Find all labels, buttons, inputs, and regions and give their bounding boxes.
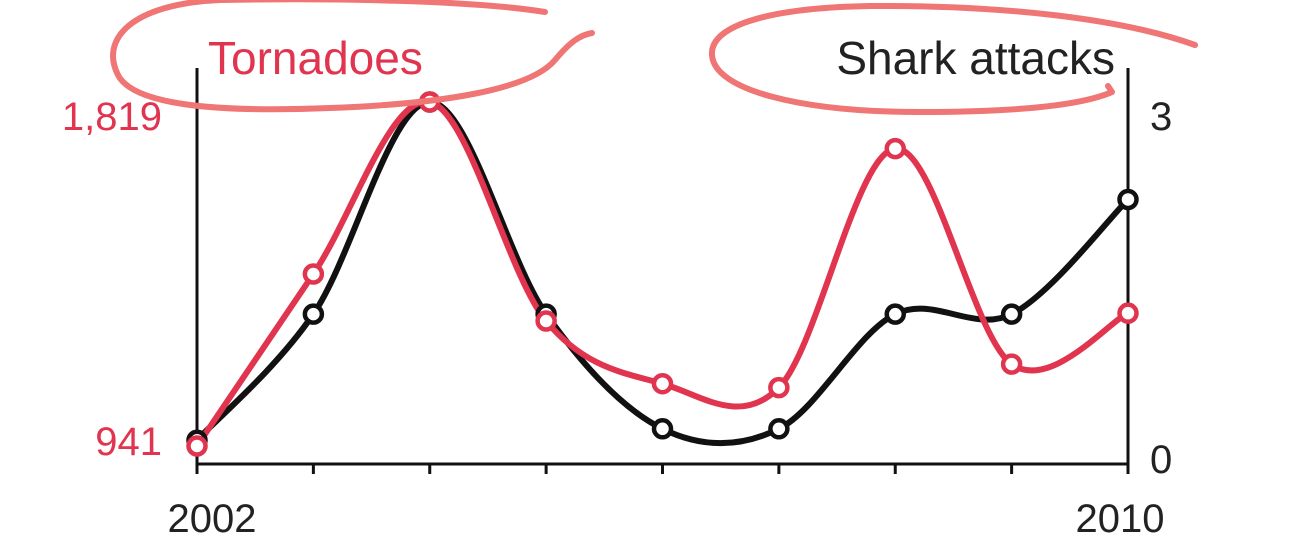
- data-point-shark-attacks-2009: [1000, 303, 1023, 325]
- data-point-tornadoes-2009: [1000, 353, 1023, 375]
- left-axis-tick-label-min: 941: [95, 420, 162, 464]
- data-point-shark-attacks-2006: [651, 418, 674, 440]
- data-point-shark-attacks-2007: [768, 418, 790, 440]
- left-axis-tick-label-max: 1,819: [62, 95, 162, 139]
- x-axis-tick-label-last: 2010: [1076, 497, 1165, 538]
- x-axis-ticks: [195, 464, 1130, 474]
- x-axis-tick-label-first: 2002: [168, 497, 257, 538]
- data-point-tornadoes-2005: [535, 310, 557, 332]
- series-label-tornadoes: Tornadoes: [208, 32, 423, 84]
- series-label-shark-attacks: Shark attacks: [836, 32, 1115, 84]
- data-point-tornadoes-2010: [1117, 302, 1139, 324]
- annotation-circle-shark-attacks: [709, 2, 1198, 115]
- right-axis-tick-label-min: 0: [1150, 438, 1172, 482]
- data-point-shark-attacks-2003: [302, 303, 325, 325]
- data-point-tornadoes-2006: [651, 372, 674, 395]
- data-point-tornadoes-2002: [186, 435, 208, 457]
- series-line-shark-attacks: [194, 99, 1131, 447]
- data-point-tornadoes-2007: [768, 376, 790, 399]
- data-point-shark-attacks-2008: [884, 303, 906, 325]
- right-axis-tick-label-max: 3: [1150, 95, 1172, 139]
- annotation-circle-tornadoes: [110, 0, 595, 113]
- series-points-tornadoes: [186, 91, 1139, 457]
- data-point-tornadoes-2003: [302, 263, 325, 285]
- data-point-tornadoes-2008: [884, 137, 906, 160]
- series-points-shark-attacks: [186, 91, 1139, 452]
- data-point-shark-attacks-2010: [1117, 188, 1139, 211]
